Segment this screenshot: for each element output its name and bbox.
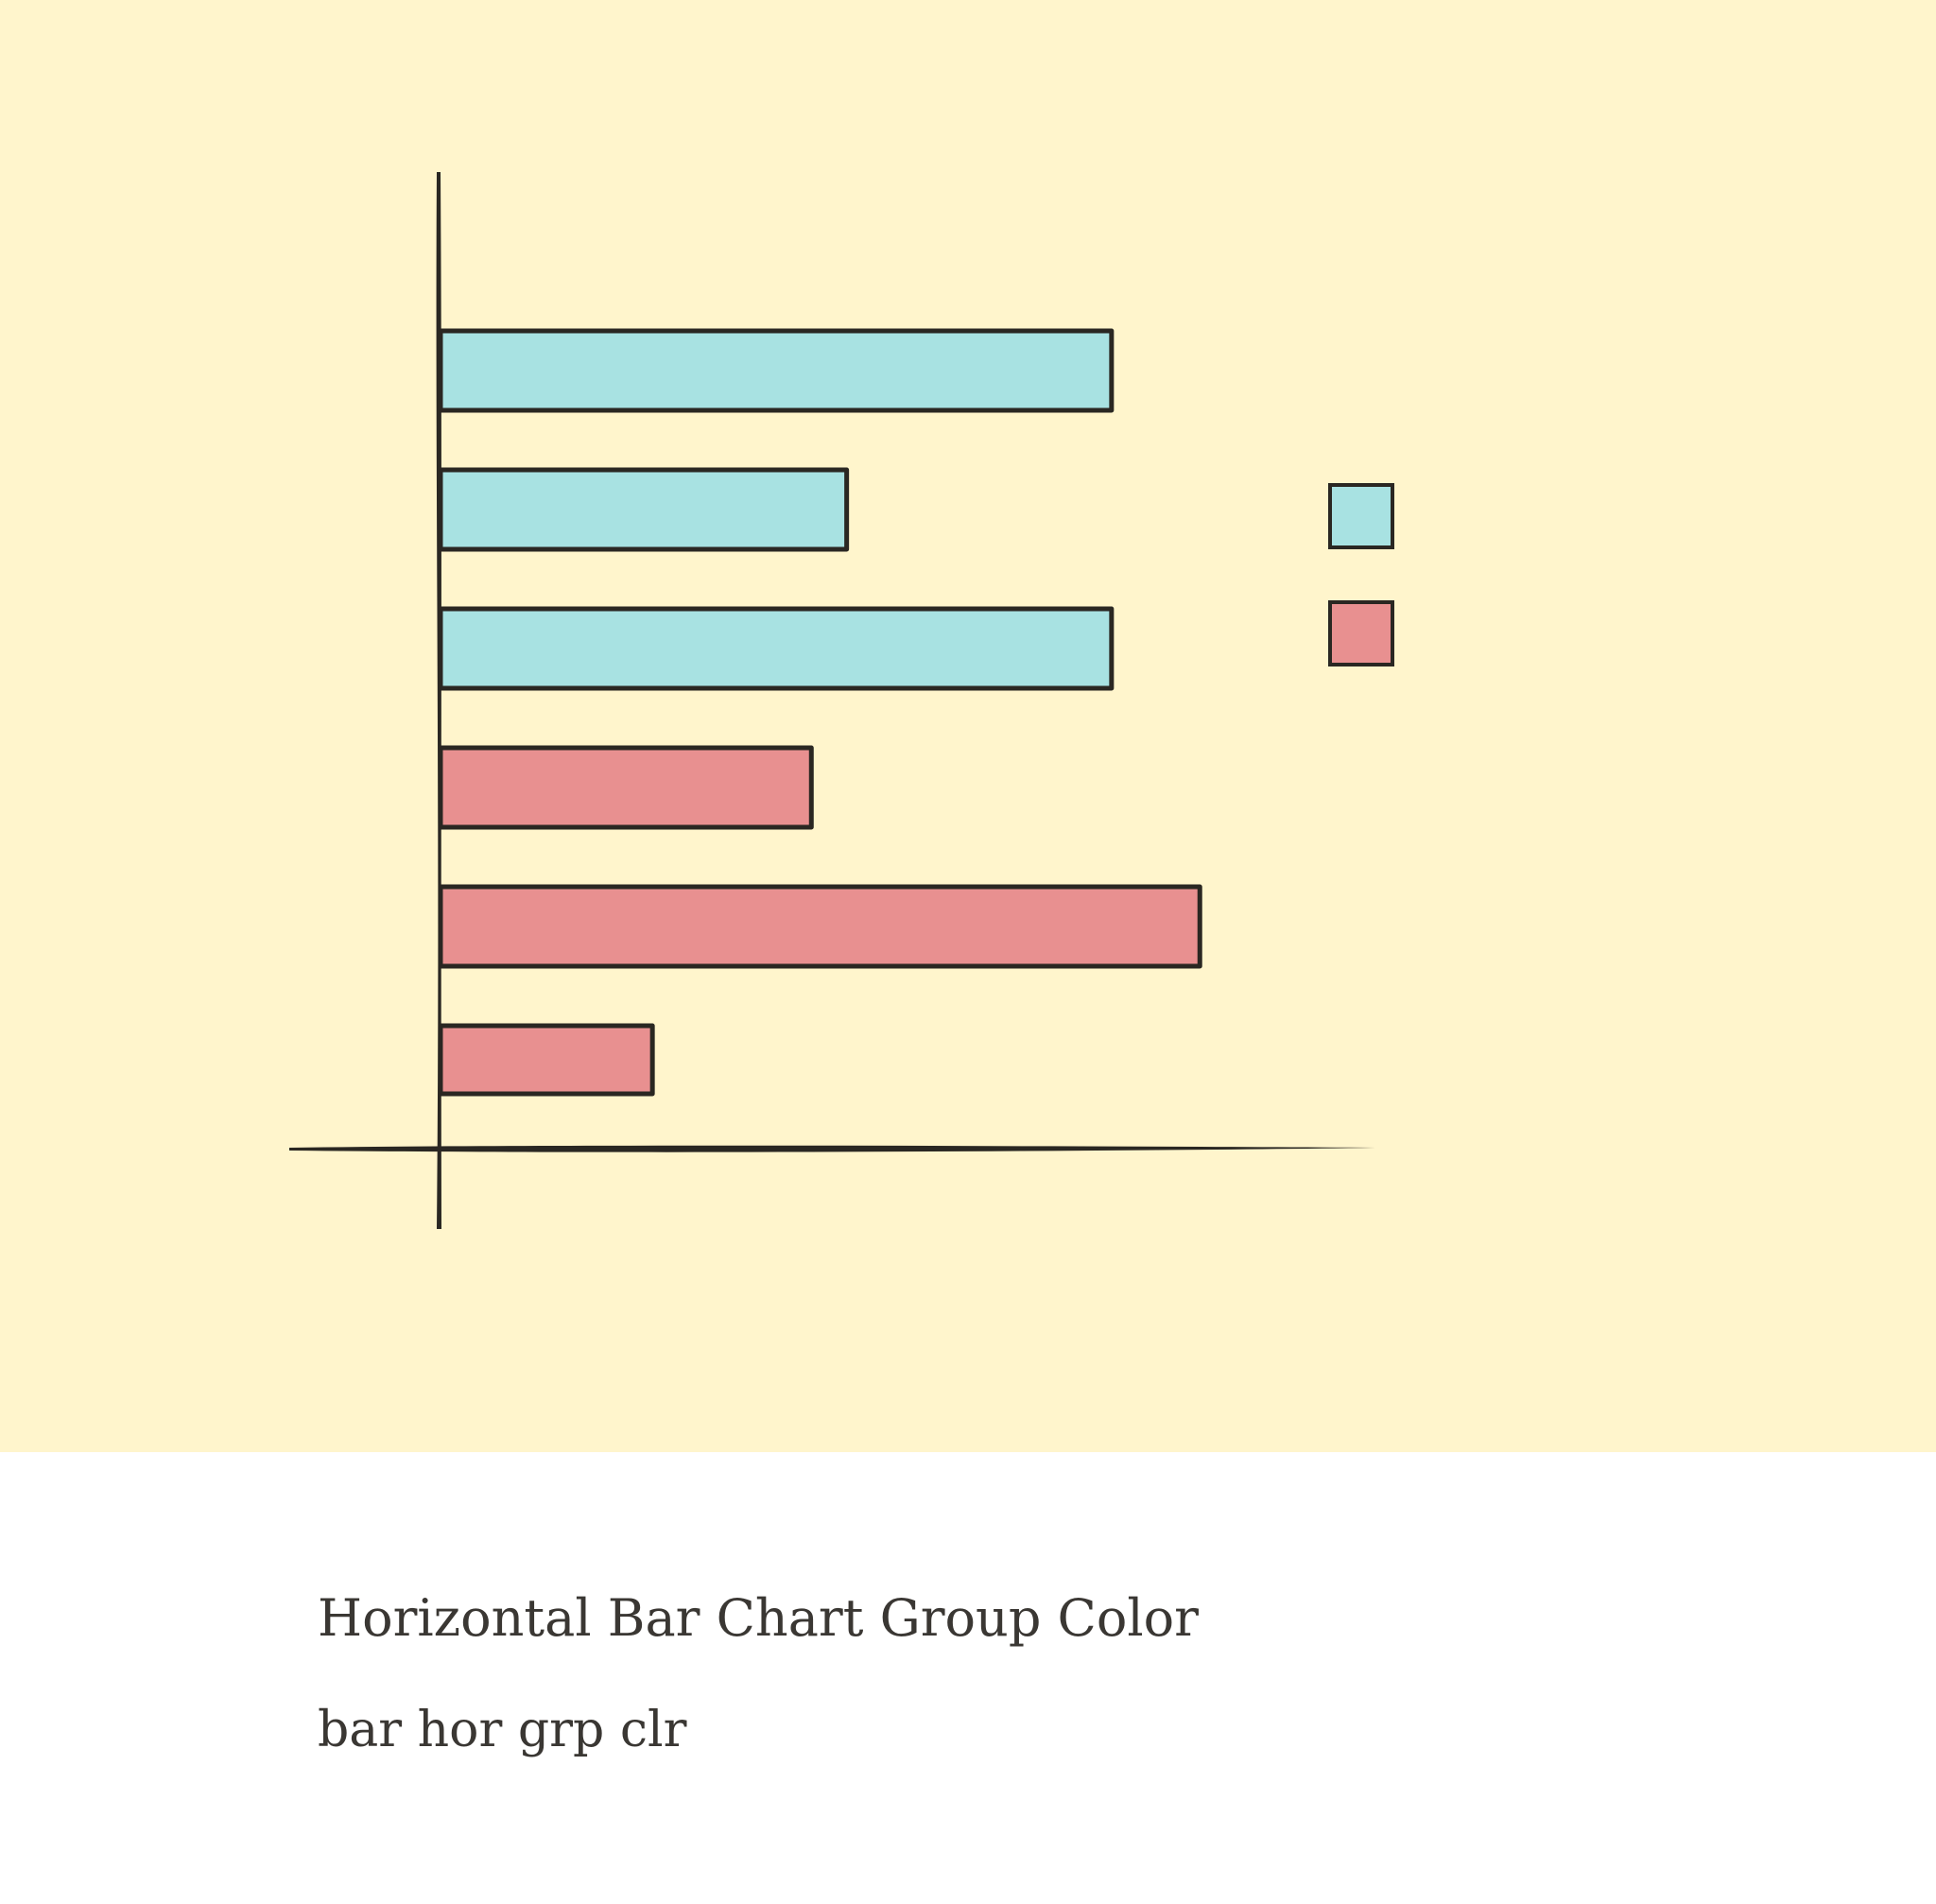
bar-a-3 (438, 606, 1115, 691)
bar-a-2 (438, 467, 850, 552)
legend-swatch-a (1328, 483, 1394, 549)
bar-a-1 (438, 328, 1115, 413)
chart-illustration (0, 0, 1936, 1452)
bar-b-2 (438, 884, 1202, 969)
chart-background (0, 0, 1936, 1452)
y-axis-line (436, 172, 441, 1229)
bars-layer (438, 328, 1202, 1097)
x-axis-line (289, 1145, 1375, 1152)
legend-swatch-b (1328, 600, 1394, 666)
bar-b-1 (438, 745, 814, 830)
card-subtitle: bar hor grp clr (318, 1702, 687, 1758)
card-title: Horizontal Bar Chart Group Color (318, 1588, 1199, 1648)
legend (1328, 483, 1394, 666)
caption: Horizontal Bar Chart Group Color bar hor… (318, 1588, 1199, 1760)
bar-b-3 (438, 1023, 655, 1097)
bar-chart-svg (0, 0, 1936, 1452)
